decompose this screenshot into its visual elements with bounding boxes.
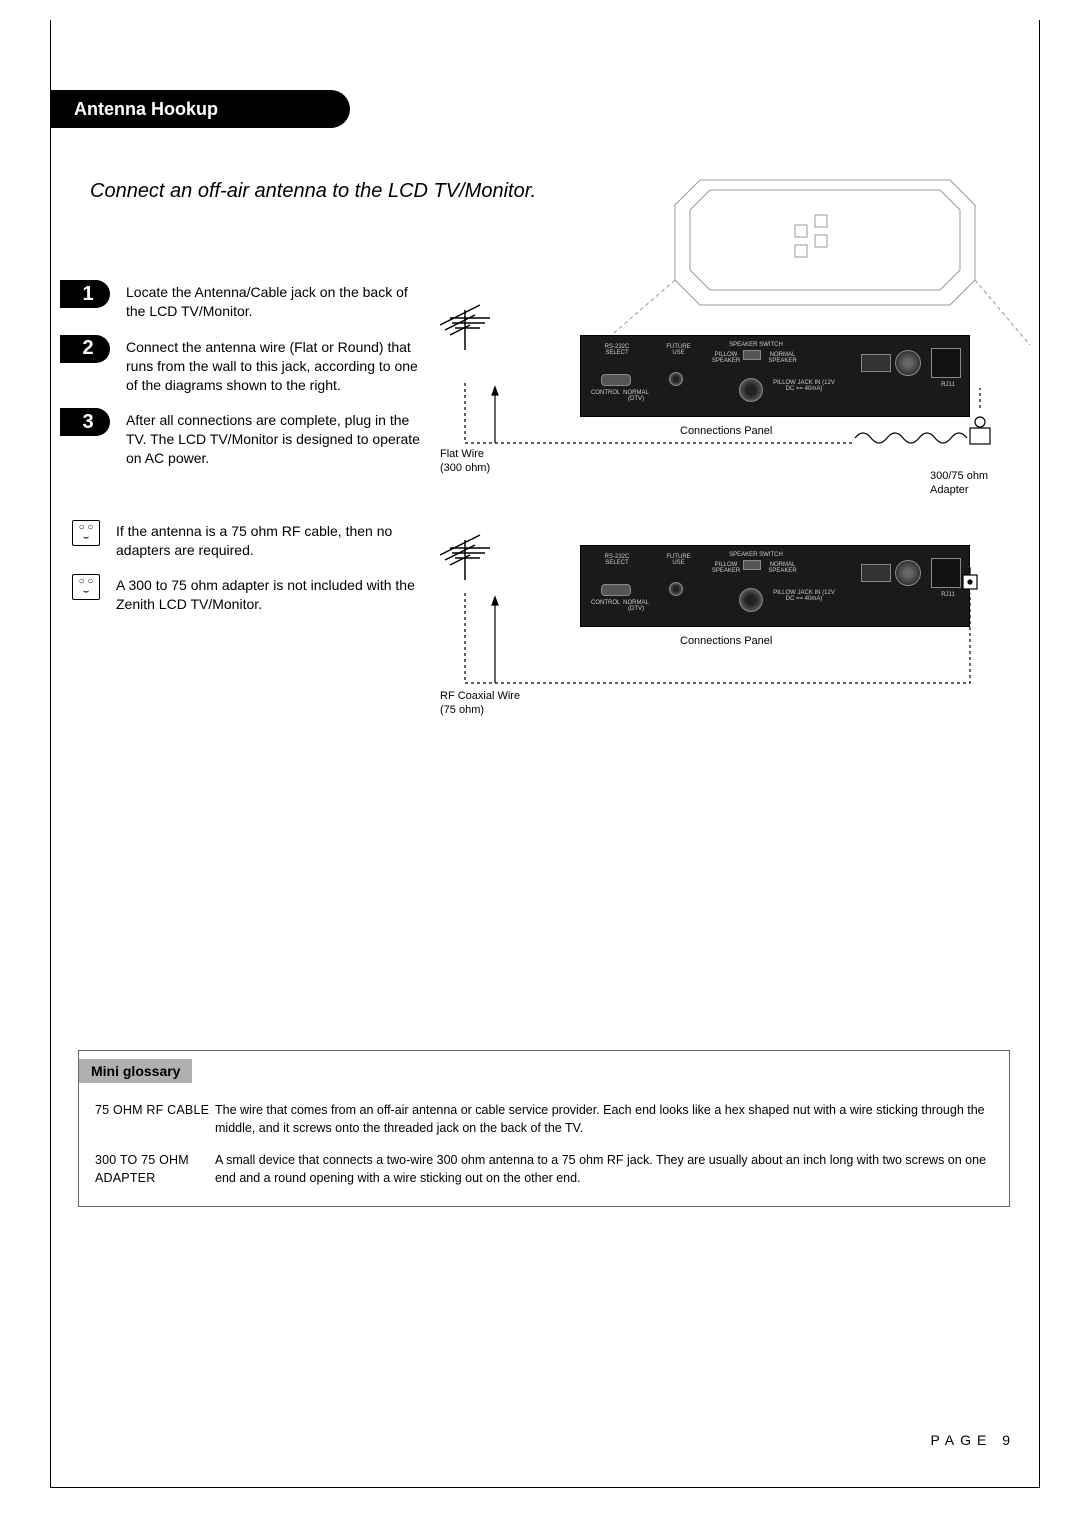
step-badge: 3 [60,408,110,436]
rf-wire-path [575,623,1005,793]
pillow-jack [739,588,763,612]
steps-list: 1 Locate the Antenna/Cable jack on the b… [60,280,420,482]
glossary-row: 75 OHM RF CABLE The wire that comes from… [95,1101,993,1137]
step-badge: 1 [60,280,110,308]
remote-port [861,564,891,582]
port-label: PILLOW SPEAKER [711,352,741,364]
port-label: RJ11 [933,592,963,598]
step-row: 3 After all connections are complete, pl… [60,408,420,468]
page-number: PAGE 9 [930,1432,1010,1448]
antenna-icon [430,530,500,580]
panel-box: RS-232C SELECT CONTROL NORMAL (DTV) FUTU… [580,545,970,627]
port-label: SPEAKER SWITCH [711,552,801,558]
section-title: Antenna Hookup [74,99,218,120]
port-label: NORMAL SPEAKER [765,562,800,574]
notes-list: ○ ○⌣ If the antenna is a 75 ohm RF cable… [60,520,420,628]
port-label: NORMAL (DTV) [621,390,651,402]
port-label: PILLOW JACK IN (12V DC == 40mA) [769,380,839,392]
remote-port [861,354,891,372]
step-badge: 2 [60,335,110,363]
adapter-label: 300/75 ohm Adapter [930,470,988,498]
step-row: 2 Connect the antenna wire (Flat or Roun… [60,335,420,395]
antenna-icon [430,300,500,350]
future-use-port [669,582,683,596]
step-row: 1 Locate the Antenna/Cable jack on the b… [60,280,420,321]
rf-wire-label: RF Coaxial Wire (75 ohm) [440,690,520,718]
speaker-switch [743,350,761,360]
speaker-switch [743,560,761,570]
dial [895,560,921,586]
port-label: FUTURE USE [661,344,696,356]
intro-text: Connect an off-air antenna to the LCD TV… [90,180,536,203]
port-label: RJ11 [933,382,963,388]
rs232c-port [601,374,631,386]
rj11-port [931,348,961,378]
pillow-jack [739,378,763,402]
future-use-port [669,372,683,386]
port-label: CONTROL [591,390,616,396]
port-label: NORMAL SPEAKER [765,352,800,364]
section-header: Antenna Hookup [50,90,350,128]
step-text: After all connections are complete, plug… [126,408,420,468]
port-label: SPEAKER SWITCH [711,342,801,348]
port-label: CONTROL [591,600,616,606]
step-text: Locate the Antenna/Cable jack on the bac… [126,280,420,321]
port-label: PILLOW JACK IN (12V DC == 40mA) [769,590,839,602]
page-root: Antenna Hookup Connect an off-air antenn… [0,0,1080,1528]
tv-outline-drawing [640,170,920,310]
tip-icon: ○ ○⌣ [72,520,100,546]
connections-panel-diagram: RS-232C SELECT CONTROL NORMAL (DTV) FUTU… [580,335,970,417]
port-label: PILLOW SPEAKER [711,562,741,574]
flat-wire-label: Flat Wire (300 ohm) [440,448,490,476]
tip-icon: ○ ○⌣ [72,574,100,600]
note-row: ○ ○⌣ A 300 to 75 ohm adapter is not incl… [60,574,420,614]
glossary-def: A small device that connects a two-wire … [215,1151,993,1187]
note-row: ○ ○⌣ If the antenna is a 75 ohm RF cable… [60,520,420,560]
rj11-port [931,558,961,588]
connections-panel-diagram: RS-232C SELECT CONTROL NORMAL (DTV) FUTU… [580,545,970,627]
glossary-box: Mini glossary 75 OHM RF CABLE The wire t… [78,1050,1010,1207]
port-label: NORMAL (DTV) [621,600,651,612]
port-label: RS-232C SELECT [597,344,637,356]
note-text: A 300 to 75 ohm adapter is not included … [116,574,416,614]
glossary-row: 300 TO 75 OHM ADAPTER A small device tha… [95,1151,993,1187]
glossary-header: Mini glossary [79,1059,192,1083]
glossary-def: The wire that comes from an off-air ante… [215,1101,993,1137]
dial [895,350,921,376]
step-text: Connect the antenna wire (Flat or Round)… [126,335,420,395]
rs232c-port [601,584,631,596]
glossary-term: 300 TO 75 OHM ADAPTER [95,1151,215,1187]
note-text: If the antenna is a 75 ohm RF cable, the… [116,520,416,560]
port-label: FUTURE USE [661,554,696,566]
port-label: RS-232C SELECT [597,554,637,566]
panel-box: RS-232C SELECT CONTROL NORMAL (DTV) FUTU… [580,335,970,417]
glossary-term: 75 OHM RF CABLE [95,1101,215,1137]
